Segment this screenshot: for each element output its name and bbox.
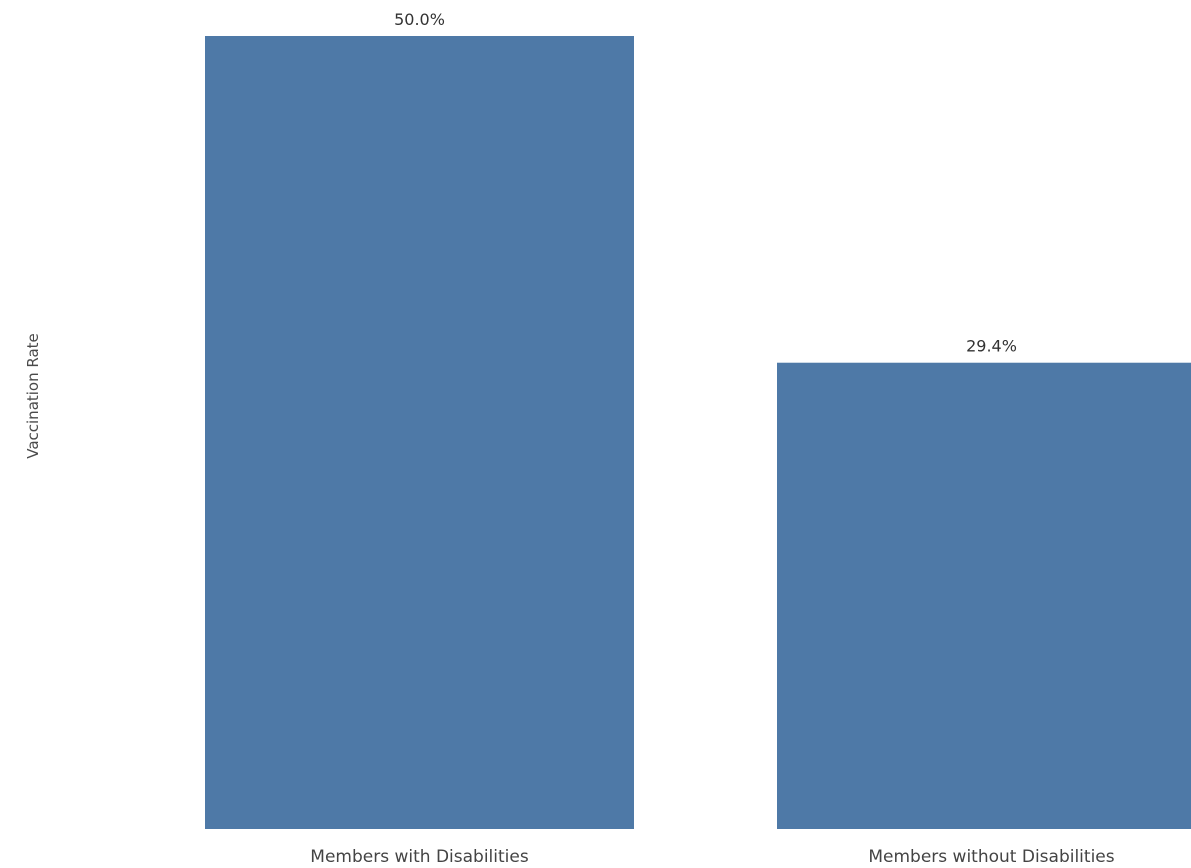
x-tick-label-2: Members without Disabilities xyxy=(868,847,1114,867)
bars-group xyxy=(205,36,1191,829)
y-axis-label: Vaccination Rate xyxy=(24,333,42,459)
bar-1 xyxy=(205,36,634,829)
bar-2 xyxy=(777,362,1191,829)
data-labels-group: 50.0% 29.4% xyxy=(394,10,1017,356)
data-label-1: 50.0% xyxy=(394,10,445,29)
x-tick-label-1: Members with Disabilities xyxy=(310,847,529,867)
x-tick-labels-group: Members with Disabilities Members without… xyxy=(310,847,1114,867)
data-label-2: 29.4% xyxy=(966,337,1017,356)
